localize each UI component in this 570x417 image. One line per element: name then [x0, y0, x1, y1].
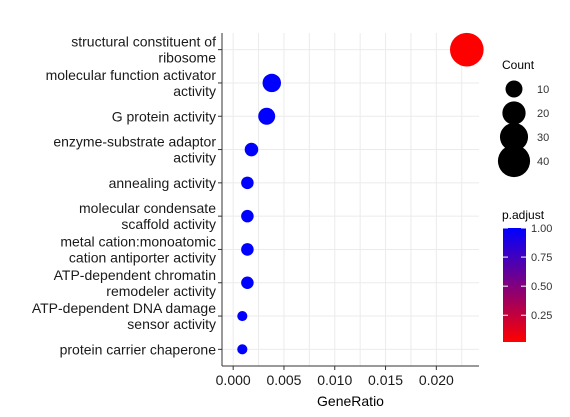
category-label: G protein activity — [112, 108, 216, 124]
category-labels: structural constituent ofribosomemolecul… — [32, 34, 217, 358]
data-point — [237, 311, 247, 321]
x-tick-label: 0.020 — [419, 372, 454, 388]
category-label-line: G protein activity — [112, 108, 216, 124]
category-label-line: molecular condensate — [79, 200, 216, 216]
category-label-line: sensor activity — [127, 316, 216, 332]
category-label-line: ribosome — [158, 50, 216, 66]
data-point — [263, 74, 281, 92]
x-axis-title: GeneRatio — [317, 393, 384, 409]
category-label-line: activity — [173, 83, 216, 99]
size-legend-label: 10 — [537, 84, 549, 96]
category-label-line: scaffold activity — [121, 216, 216, 232]
category-label-line: protein carrier chaperone — [60, 341, 217, 357]
size-legend-label: 30 — [537, 132, 549, 144]
category-label-line: molecular function activator — [46, 67, 217, 83]
size-legend-label: 40 — [537, 156, 549, 168]
data-point — [241, 243, 254, 256]
category-label-line: metal cation:monoatomic — [60, 233, 216, 249]
color-legend-bar — [503, 228, 526, 342]
size-legend-key — [502, 101, 525, 124]
category-label-line: structural constituent of — [71, 34, 216, 50]
size-legend-title: Count — [502, 58, 535, 72]
color-legend-label: 0.25 — [531, 310, 552, 322]
data-point — [241, 177, 254, 190]
category-label: protein carrier chaperone — [60, 341, 217, 357]
category-label-line: enzyme-substrate adaptor — [53, 134, 216, 150]
category-label-line: remodeler activity — [106, 283, 216, 299]
color-legend-label: 0.50 — [531, 281, 552, 293]
category-label-line: annealing activity — [109, 175, 216, 191]
data-point — [245, 143, 259, 157]
data-point — [241, 276, 254, 289]
category-label-line: cation antiporter activity — [69, 249, 216, 265]
x-tick-label: 0.015 — [368, 372, 403, 388]
category-label-line: ATP-dependent chromatin — [54, 267, 216, 283]
category-label-line: ATP-dependent DNA damage — [32, 300, 216, 316]
x-tick-label: 0.010 — [317, 372, 352, 388]
size-legend-key — [506, 81, 523, 98]
size-legend-key — [498, 145, 530, 177]
data-point — [450, 33, 484, 67]
size-legend-label: 20 — [537, 108, 549, 120]
data-point — [237, 344, 247, 354]
grid — [222, 33, 479, 366]
x-tick-label: 0.005 — [266, 372, 301, 388]
category-label: annealing activity — [109, 175, 216, 191]
color-legend-label: 0.75 — [531, 252, 552, 264]
color-legend-title: p.adjust — [502, 208, 545, 222]
category-label-line: activity — [173, 150, 216, 166]
color-legend-label: 1.00 — [531, 223, 552, 235]
data-point — [241, 210, 254, 223]
x-tick-label: 0.000 — [216, 372, 251, 388]
data-point — [258, 108, 275, 125]
